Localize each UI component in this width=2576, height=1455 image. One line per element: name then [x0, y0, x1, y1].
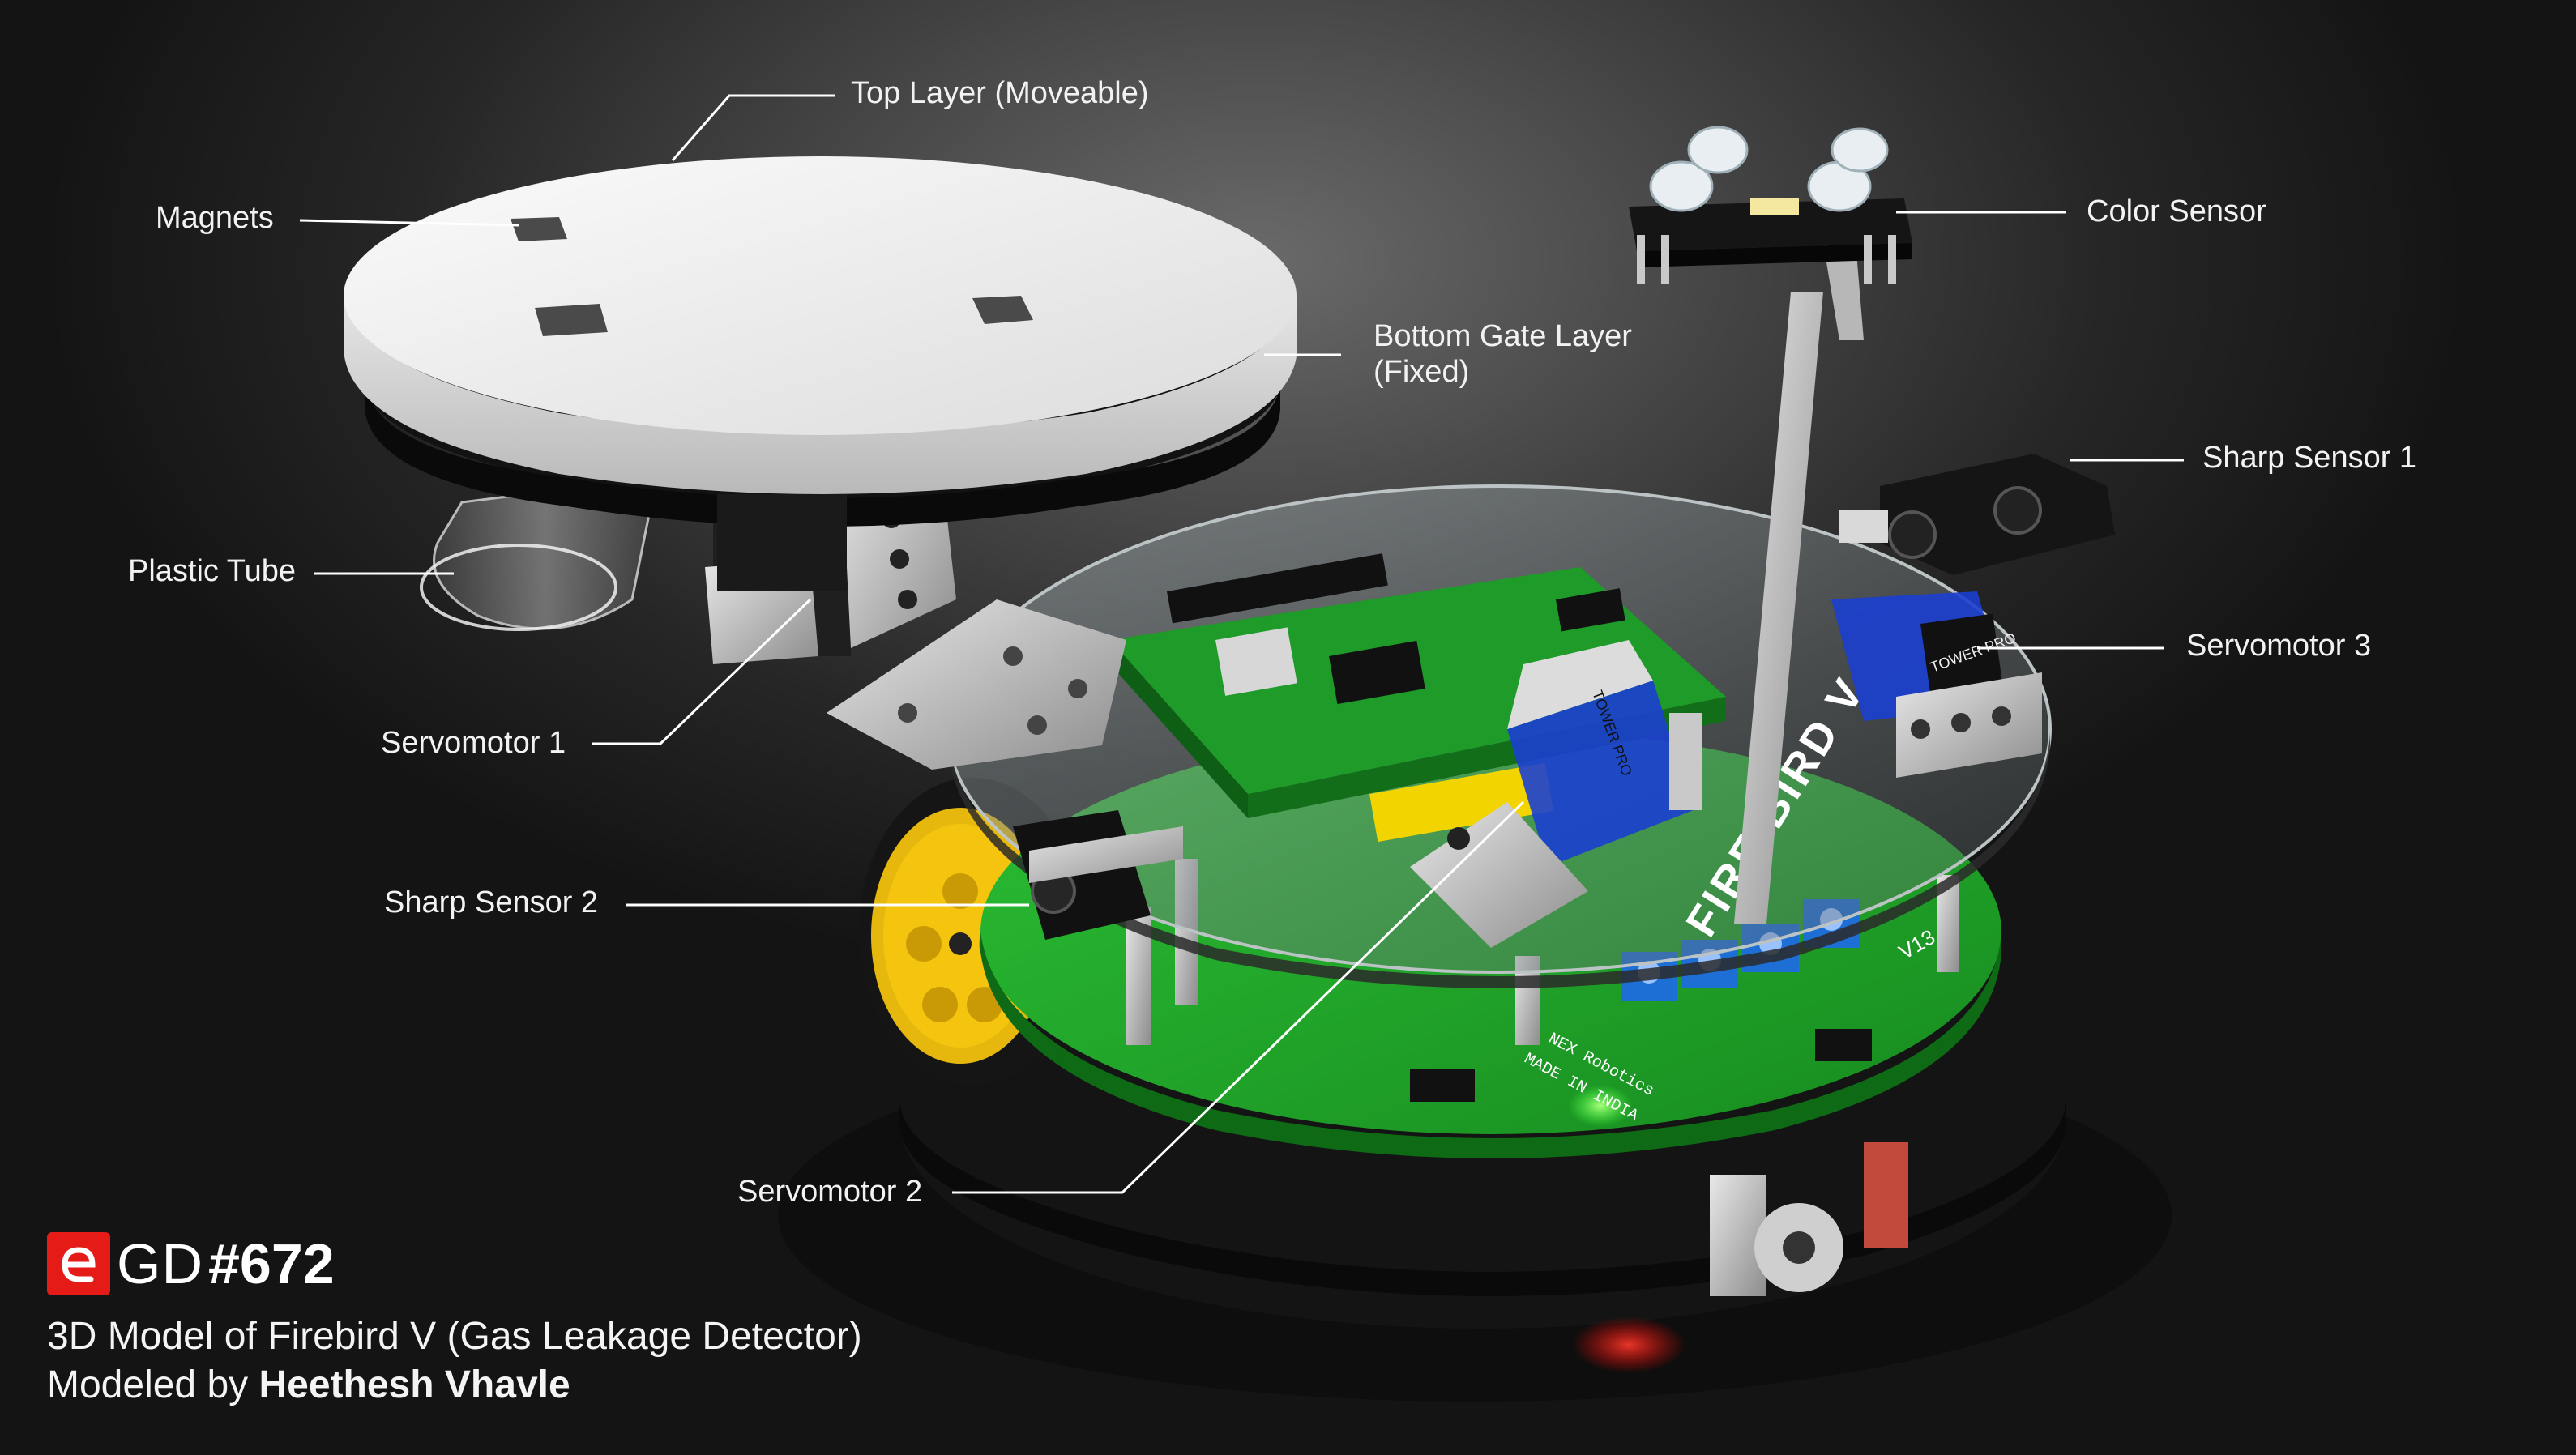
top-layer-disk: [344, 156, 1297, 527]
label-bottom-gate-line2: (Fixed): [1373, 354, 1470, 389]
servomotor-2: TOWER PRO: [1410, 640, 1702, 948]
label-bottom-gate-line1: Bottom Gate Layer: [1373, 319, 1632, 353]
brand-number: #672: [208, 1232, 335, 1295]
credit-author: Heethesh Vhavle: [258, 1363, 570, 1406]
color-sensor-mast: [1734, 243, 1864, 924]
label-magnets: Magnets: [156, 201, 274, 235]
label-plastic-tube: Plastic Tube: [128, 554, 296, 588]
brand-logo: [47, 1232, 110, 1295]
label-sharp-sensor-2: Sharp Sensor 2: [384, 885, 599, 920]
subtitle: 3D Model of Firebird V (Gas Leakage Dete…: [47, 1315, 862, 1358]
e-logo-icon: [62, 1247, 96, 1282]
leader-magnets: [299, 219, 519, 227]
credit-line: Modeled by Heethesh Vhavle: [47, 1363, 570, 1407]
sharp-sensor-1: [1839, 454, 2115, 575]
brand-prefix: GD: [117, 1232, 203, 1295]
label-servomotor-1: Servomotor 1: [381, 726, 566, 760]
label-top-layer: Top Layer (Moveable): [851, 76, 1149, 110]
brand-lockup: GD #672: [47, 1231, 335, 1296]
standoffs: [1126, 859, 1959, 1045]
label-bottom-gate: Bottom Gate Layer (Fixed): [1373, 319, 1632, 390]
plastic-tube: [420, 476, 658, 631]
label-color-sensor: Color Sensor: [2087, 194, 2266, 228]
label-servomotor-3: Servomotor 3: [2186, 629, 2372, 663]
label-sharp-sensor-1: Sharp Sensor 1: [2202, 441, 2417, 475]
label-servomotor-2: Servomotor 2: [737, 1175, 923, 1209]
leader-lines: [299, 94, 2184, 1194]
color-sensor: [1629, 126, 1912, 284]
leader-top-layer: [671, 94, 835, 161]
power-led: [1568, 1085, 1633, 1127]
leader-servomotor-2: [952, 800, 1525, 1194]
credit-prefix: Modeled by: [47, 1363, 259, 1406]
servo-1-housing: [717, 494, 847, 591]
servomotor-3: TOWER PRO: [1831, 591, 2042, 778]
sharp-sensor-2: [1013, 810, 1183, 940]
magnet-sockets: [511, 217, 1033, 336]
leader-servomotor-1: [592, 598, 812, 745]
